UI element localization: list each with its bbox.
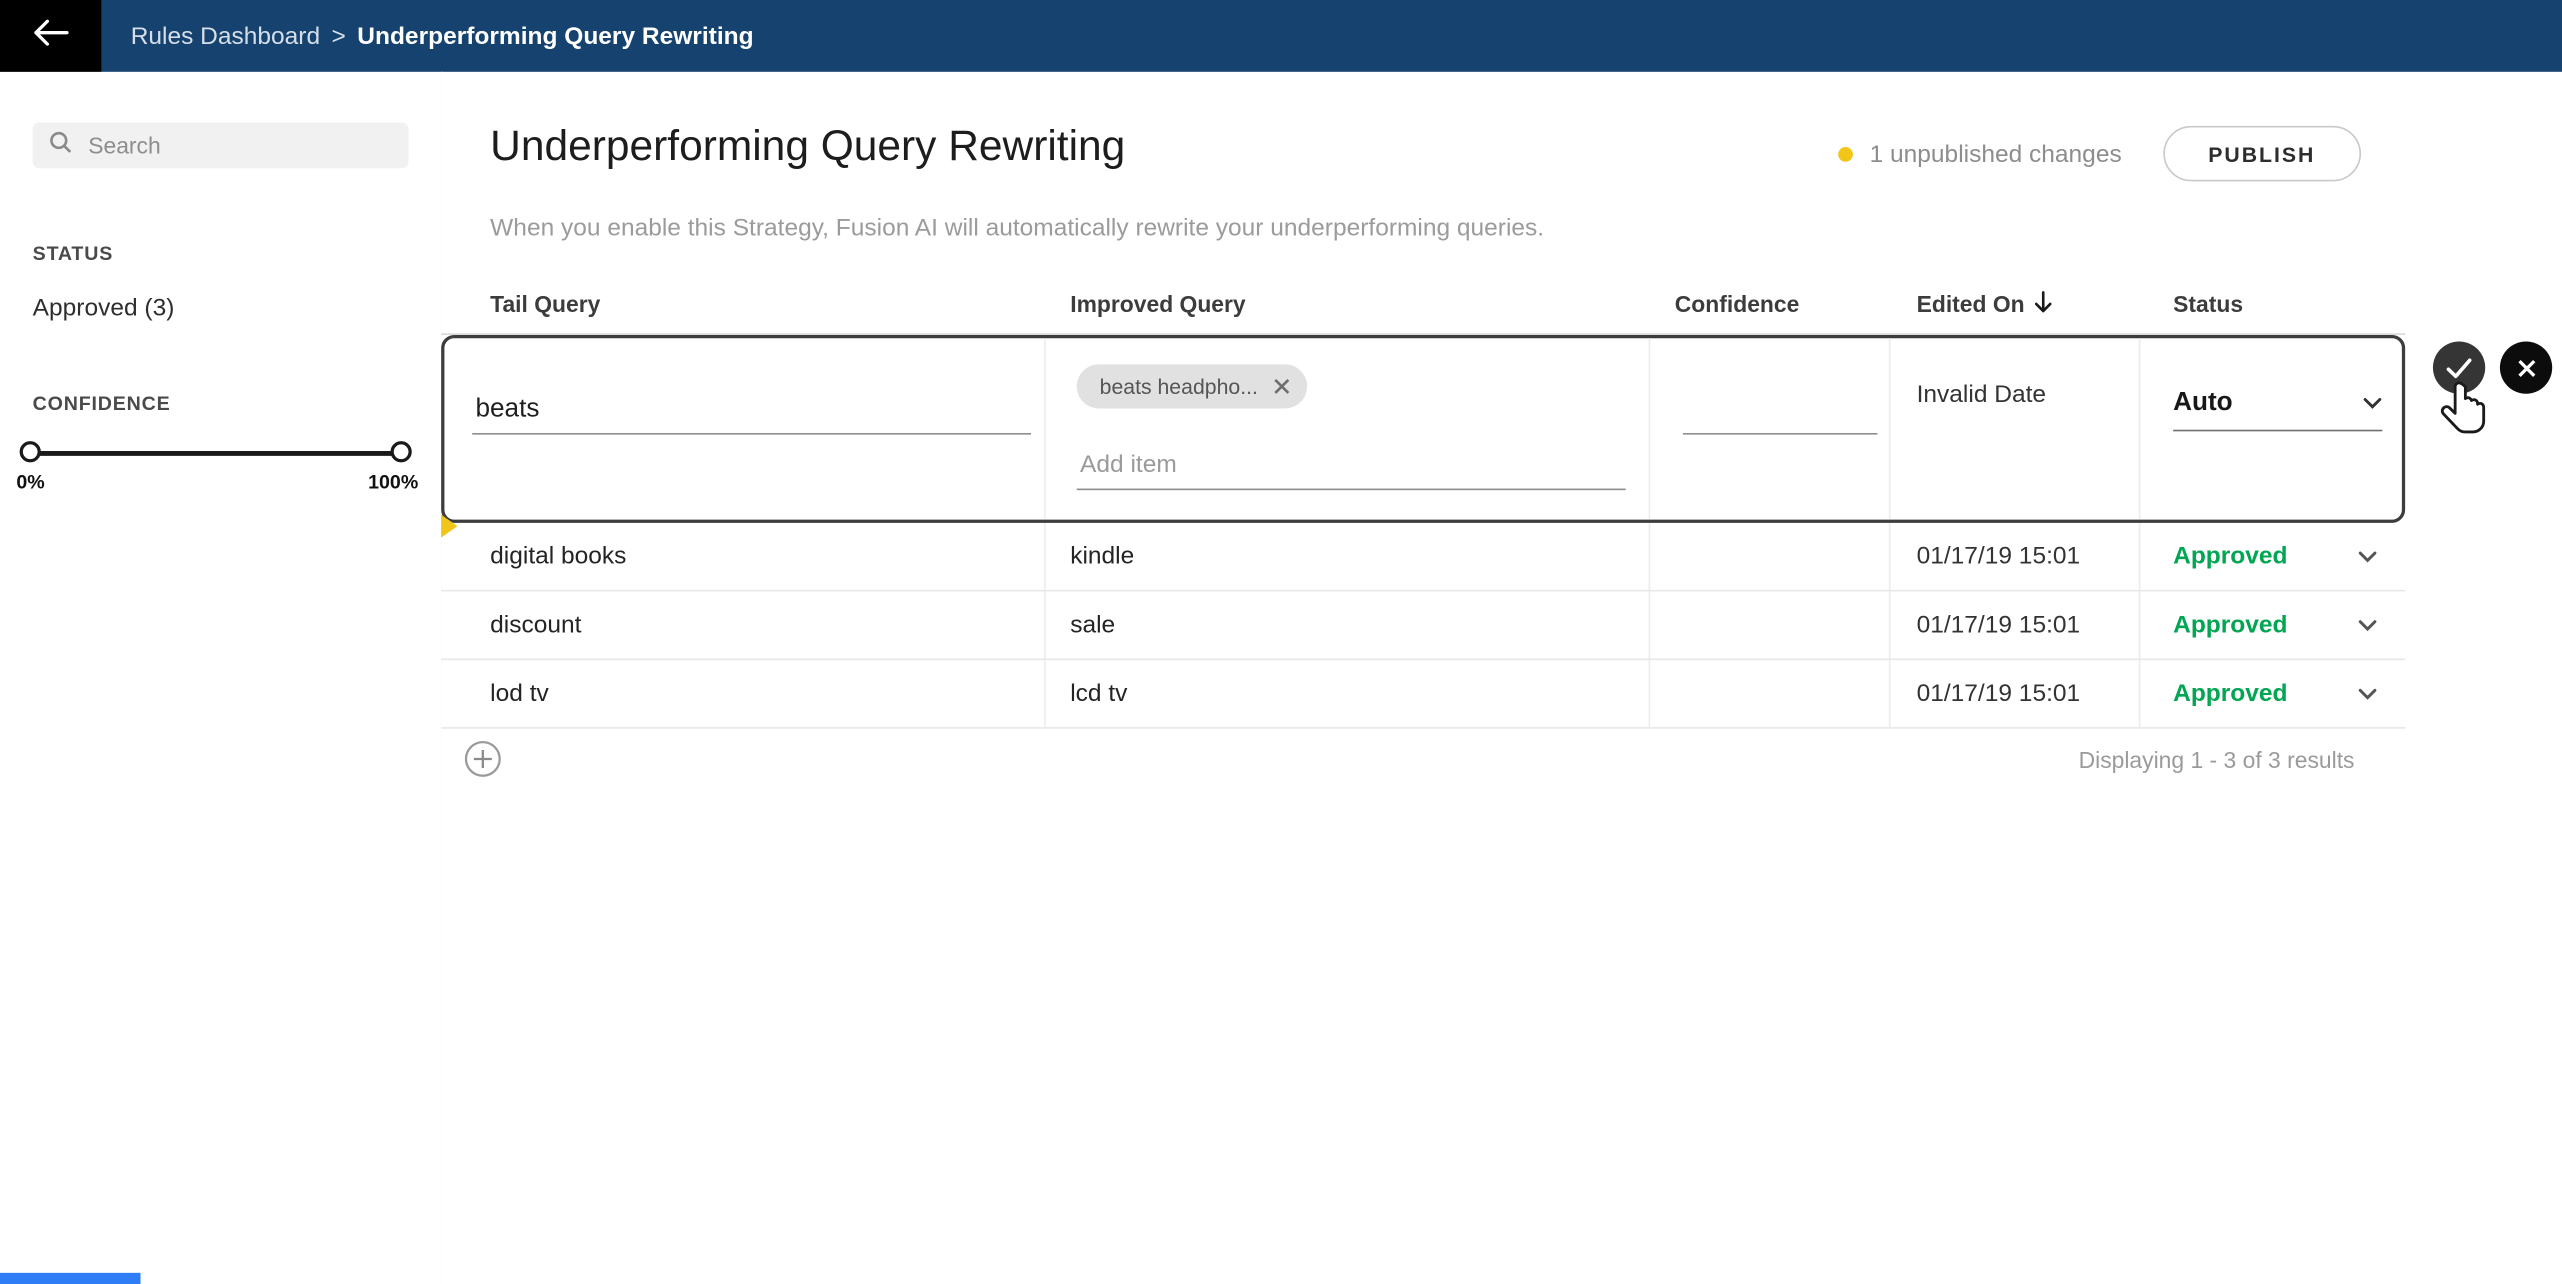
back-button[interactable] — [0, 0, 102, 72]
chevron-down-icon[interactable] — [2358, 542, 2378, 570]
table-row[interactable]: digital books kindle 01/17/19 15:01 Appr… — [441, 522, 2406, 592]
edit-edited-on-cell: Invalid Date — [1890, 338, 2141, 520]
table-header-row: Tail Query Improved Query Confidence Edi… — [441, 275, 2406, 335]
bottom-strip — [0, 1272, 141, 1284]
edited-on-cell: 01/17/19 15:01 — [1890, 522, 2141, 590]
column-header-confidence[interactable]: Confidence — [1674, 290, 1800, 317]
plus-circle-icon — [464, 740, 501, 777]
slider-min-label: 0% — [16, 470, 45, 494]
table-row[interactable]: discount sale 01/17/19 15:01 Approved — [441, 591, 2406, 661]
unpublished-row-marker — [441, 514, 458, 538]
unpublished-changes-text: 1 unpublished changes — [1869, 139, 2122, 168]
improved-query-cell[interactable]: kindle — [1046, 522, 1651, 590]
page-title: Underperforming Query Rewriting — [490, 120, 1126, 170]
breadcrumb-root[interactable]: Rules Dashboard — [130, 22, 321, 50]
cancel-button[interactable] — [2499, 341, 2553, 394]
search-input[interactable] — [84, 130, 393, 161]
column-header-tail-query[interactable]: Tail Query — [490, 290, 601, 317]
chip-label: beats headpho... — [1099, 374, 1258, 399]
tail-query-cell[interactable]: lod tv — [441, 660, 1046, 728]
x-icon — [1274, 378, 1290, 394]
edited-on-value: Invalid Date — [1916, 380, 2047, 409]
status-select-value: Auto — [2173, 388, 2233, 417]
slider-handle-min[interactable] — [19, 441, 41, 463]
improved-query-cell[interactable]: lcd tv — [1046, 660, 1651, 728]
unpublished-changes-badge: 1 unpublished changes — [1838, 139, 2122, 168]
slider-labels: 0% 100% — [16, 471, 418, 494]
search-icon — [49, 130, 72, 161]
unpublished-dot-icon — [1838, 146, 1854, 161]
edit-row: beats headpho... Invalid Date Auto — [441, 334, 2406, 523]
edit-status-cell: Auto — [2140, 338, 2401, 519]
chip-remove-button[interactable] — [1273, 377, 1291, 395]
status-value: Approved — [2173, 611, 2288, 639]
status-value: Approved — [2173, 679, 2288, 708]
table-row[interactable]: lod tv lcd tv 01/17/19 15:01 Approved — [441, 660, 2406, 729]
status-cell[interactable]: Approved — [2140, 591, 2405, 658]
confidence-cell[interactable] — [1650, 591, 1891, 659]
confidence-cell[interactable] — [1650, 522, 1891, 590]
table-footer: Displaying 1 - 3 of 3 results — [441, 729, 2405, 791]
search-box[interactable] — [32, 122, 409, 169]
arrow-left-icon — [33, 18, 69, 53]
slider-max-label: 100% — [368, 470, 419, 494]
edit-tail-query-cell — [444, 338, 1046, 520]
tail-query-input[interactable] — [472, 387, 1032, 435]
confidence-range-slider[interactable] — [19, 441, 412, 464]
tail-query-cell[interactable]: discount — [441, 591, 1046, 659]
status-select[interactable]: Auto — [2173, 377, 2383, 432]
edit-confidence-cell — [1650, 338, 1891, 520]
status-value: Approved — [2173, 542, 2288, 571]
sort-desc-icon — [2034, 290, 2052, 318]
check-icon — [2446, 357, 2472, 378]
rules-table: Tail Query Improved Query Confidence Edi… — [441, 275, 2406, 791]
column-header-status[interactable]: Status — [2173, 290, 2244, 317]
results-count-text: Displaying 1 - 3 of 3 results — [2078, 746, 2355, 773]
edited-on-cell: 01/17/19 15:01 — [1890, 591, 2141, 659]
main-content: Underperforming Query Rewriting 1 unpubl… — [441, 71, 2562, 1284]
confidence-cell[interactable] — [1650, 660, 1891, 728]
publish-button[interactable]: PUBLISH — [2162, 125, 2362, 182]
topbar: Rules Dashboard > Underperforming Query … — [0, 0, 2562, 72]
status-cell[interactable]: Approved — [2140, 660, 2405, 727]
slider-track — [29, 450, 402, 456]
sidebar: STATUS Approved (3) CONFIDENCE 0% 100% — [0, 71, 443, 1284]
edit-improved-query-cell: beats headpho... — [1046, 338, 1651, 520]
breadcrumb-current: Underperforming Query Rewriting — [357, 22, 754, 50]
status-cell[interactable]: Approved — [2140, 523, 2405, 590]
breadcrumb: Rules Dashboard > Underperforming Query … — [131, 22, 754, 50]
confirm-button[interactable] — [2432, 341, 2486, 394]
status-facet-label: STATUS — [32, 241, 114, 265]
chevron-down-icon[interactable] — [2358, 680, 2378, 708]
improved-query-chip: beats headpho... — [1076, 364, 1307, 409]
slider-handle-max[interactable] — [390, 441, 412, 463]
chevron-down-icon — [2363, 389, 2383, 418]
header-actions: 1 unpublished changes PUBLISH — [1838, 125, 2362, 182]
column-header-improved-query[interactable]: Improved Query — [1070, 290, 1246, 317]
column-header-edited-on[interactable]: Edited On — [1890, 290, 2140, 318]
breadcrumb-separator: > — [331, 22, 346, 50]
improved-query-cell[interactable]: sale — [1046, 591, 1651, 659]
add-item-input[interactable] — [1076, 439, 1626, 491]
close-icon — [2517, 359, 2535, 377]
add-row-button[interactable] — [464, 740, 503, 779]
chevron-down-icon[interactable] — [2358, 611, 2378, 639]
status-filter-approved[interactable]: Approved (3) — [32, 294, 175, 322]
page-description: When you enable this Strategy, Fusion AI… — [490, 214, 1545, 242]
confidence-facet-label: CONFIDENCE — [32, 392, 171, 416]
confidence-input[interactable] — [1682, 387, 1878, 435]
edited-on-cell: 01/17/19 15:01 — [1890, 660, 2141, 728]
tail-query-cell[interactable]: digital books — [441, 522, 1046, 590]
